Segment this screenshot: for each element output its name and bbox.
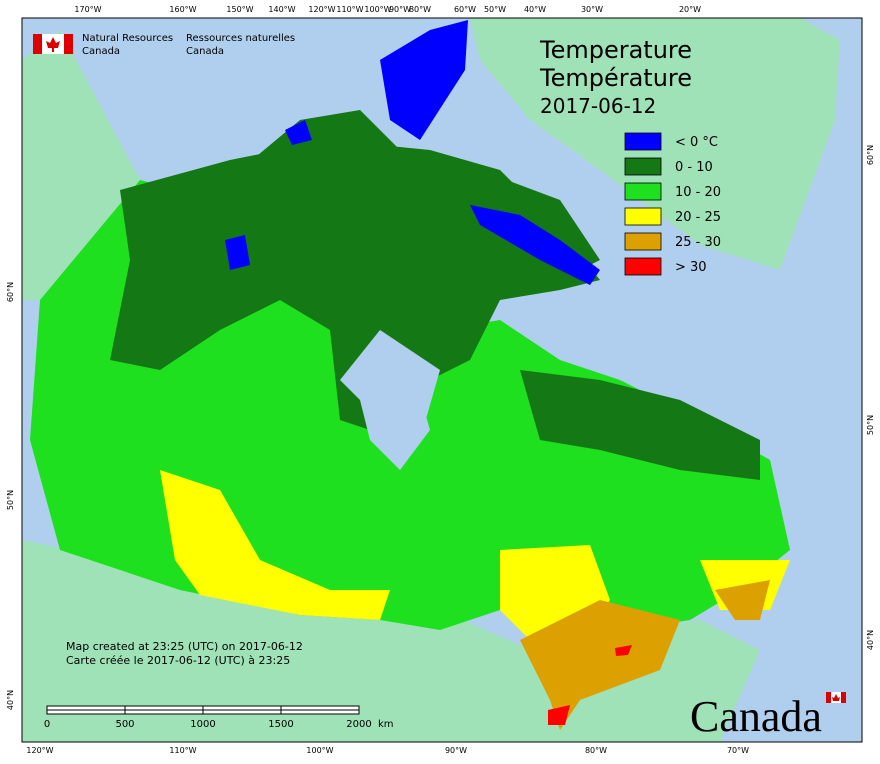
maple-leaf [832,694,840,701]
legend-swatch [624,132,662,151]
legend-label: 0 - 10 [675,160,713,175]
lon-label: 50°W [484,5,506,14]
lat-label: 60°N [866,145,875,165]
very-hot [548,705,570,725]
cold-patch [285,120,312,145]
scale-label: 0 [44,719,50,730]
maple-leaf [46,37,60,52]
land [22,18,840,742]
flag-bar [33,34,42,54]
lon-label: 110°W [336,5,363,14]
scale-bar: 0 500 1000 1500 2000 km [44,705,394,730]
lon-label: 70°W [727,746,749,755]
alaska [22,30,140,300]
legend-label: 25 - 30 [675,235,721,250]
legend-swatch [624,157,662,176]
legend: < 0 °C 0 - 10 10 - 20 20 - 25 25 - 30 > 30 [624,132,721,276]
legend-label: 20 - 25 [675,210,721,225]
title-date: 2017-06-12 [540,94,656,118]
flag-bar [841,692,846,703]
scale-label: 1500 [268,719,293,730]
lon-label: 90°W [445,746,467,755]
agency-en: Natural Resources [82,33,173,44]
legend-label: < 0 °C [675,135,718,150]
very-hot [615,645,632,656]
hot-ontario [520,600,680,730]
legend-swatch [624,182,662,201]
scale-unit: km [378,719,394,730]
agency-fr: Canada [186,46,224,57]
wordmark-text: Canada [690,692,822,741]
lat-label: 40°N [6,690,15,710]
lat-label: 60°N [6,282,15,302]
lon-label: 160°W [169,5,196,14]
scale-label: 500 [115,719,134,730]
graticule-right: 60°N 50°N 40°N [866,145,875,650]
legend-swatch [624,257,662,276]
lon-label: 170°W [74,5,101,14]
legend-label: 10 - 20 [675,185,721,200]
lon-label: 80°W [585,746,607,755]
lon-label: 20°W [679,5,701,14]
lon-label: 150°W [226,5,253,14]
lon-label: 120°W [308,5,335,14]
cold-ellesmere [380,20,468,140]
lon-label: 40°W [524,5,546,14]
note: Map created at 23:25 (UTC) on 2017-06-12 [66,640,303,653]
lon-label: 30°W [581,5,603,14]
agency-fr: Ressources naturelles [186,33,295,44]
legend-swatch [624,232,662,251]
cold-baffin [470,205,600,285]
lon-label: 110°W [169,746,196,755]
scale-label: 2000 [346,719,371,730]
lon-label: 100°W [306,746,333,755]
scale-label: 1000 [190,719,215,730]
lon-label: 120°W [26,746,53,755]
lon-label: 80°W [409,5,431,14]
graticule-top: 170°W 160°W 150°W 140°W 120°W 110°W 100°… [74,5,701,14]
hudson-bay [340,330,440,470]
title-en: Temperature [539,36,692,64]
frame [21,17,863,743]
agency-en: Canada [82,46,120,57]
hot-maritimes [715,580,770,620]
flag-bar [826,692,831,703]
legend-label: > 30 [675,260,707,275]
warm-prairies [160,470,390,620]
flag-bar [64,34,73,54]
lon-label: 60°W [454,5,476,14]
arctic-island [240,110,400,190]
wordmark: Canada [690,692,846,741]
lat-label: 40°N [866,630,875,650]
lat-label: 50°N [866,415,875,435]
title-fr: Température [539,64,692,92]
lon-label: 140°W [268,5,295,14]
graticule-bottom: 120°W 110°W 100°W 90°W 80°W 70°W [26,746,749,755]
legend-swatch [624,207,662,226]
lon-label: 100°W [364,5,391,14]
graticule-left: 60°N 50°N 40°N [6,282,15,710]
labrador [520,370,760,480]
note: Carte créée le 2017-06-12 (UTC) à 23:25 [66,654,290,667]
lon-label: 90°W [389,5,411,14]
agency-signature: Natural Resources Canada Ressources natu… [33,33,295,57]
cold-patch [225,235,250,270]
lat-label: 50°N [6,490,15,510]
